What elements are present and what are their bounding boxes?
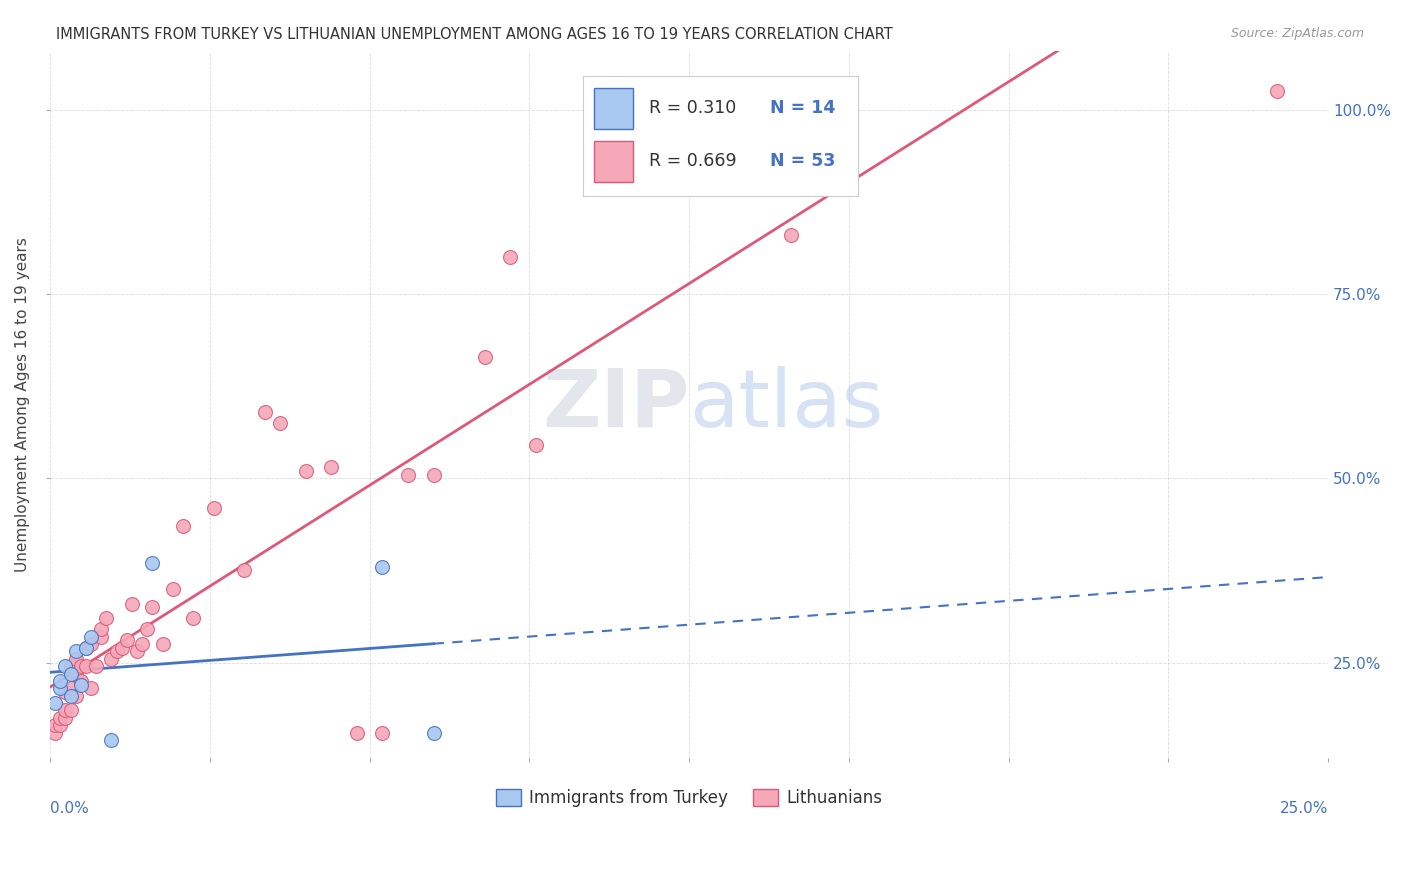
Point: [141, 556, 163, 570]
Point: [115, 633, 138, 648]
Point: [524, 438, 547, 452]
Point: [75, 640, 97, 655]
Text: 0.0%: 0.0%: [51, 801, 89, 816]
Point: [474, 350, 496, 364]
Text: N = 53: N = 53: [770, 153, 835, 170]
Point: [44, 718, 66, 732]
Point: [59, 681, 82, 696]
Point: [346, 725, 368, 739]
Legend: Immigrants from Turkey, Lithuanians: Immigrants from Turkey, Lithuanians: [489, 782, 889, 814]
Point: [100, 733, 122, 747]
Point: [55, 703, 77, 717]
Point: [111, 640, 134, 655]
Point: [75, 640, 97, 655]
Point: [80, 637, 103, 651]
Bar: [595, 87, 633, 128]
Point: [69, 673, 91, 688]
Point: [80, 630, 103, 644]
Point: [44, 725, 66, 739]
Text: Source: ZipAtlas.com: Source: ZipAtlas.com: [1230, 27, 1364, 40]
Point: [59, 659, 82, 673]
Point: [59, 703, 82, 717]
Point: [80, 681, 103, 696]
Text: ZIP: ZIP: [541, 366, 689, 443]
Text: N = 14: N = 14: [770, 99, 835, 118]
Point: [100, 652, 122, 666]
Point: [396, 467, 419, 482]
Point: [49, 681, 72, 696]
Text: 25.0%: 25.0%: [1279, 801, 1329, 816]
Point: [202, 500, 225, 515]
Point: [65, 644, 87, 658]
Point: [69, 659, 91, 673]
Point: [152, 637, 174, 651]
Point: [90, 623, 112, 637]
Point: [90, 630, 112, 644]
Point: [233, 563, 256, 577]
Point: [65, 666, 87, 681]
Point: [131, 637, 153, 651]
Point: [96, 611, 118, 625]
Point: [371, 725, 394, 739]
Point: [55, 711, 77, 725]
Point: [703, 84, 725, 98]
Point: [69, 678, 91, 692]
Text: R = 0.669: R = 0.669: [650, 153, 737, 170]
Point: [499, 250, 522, 264]
Point: [125, 644, 148, 658]
Point: [105, 644, 128, 658]
Point: [44, 696, 66, 710]
Point: [422, 467, 444, 482]
Point: [49, 711, 72, 725]
Text: atlas: atlas: [689, 366, 883, 443]
Point: [371, 559, 394, 574]
Point: [253, 405, 276, 419]
Text: IMMIGRANTS FROM TURKEY VS LITHUANIAN UNEMPLOYMENT AMONG AGES 16 TO 19 YEARS CORR: IMMIGRANTS FROM TURKEY VS LITHUANIAN UNE…: [56, 27, 893, 42]
Point: [49, 673, 72, 688]
Point: [55, 659, 77, 673]
Point: [75, 659, 97, 673]
Point: [294, 464, 316, 478]
Point: [65, 652, 87, 666]
Point: [55, 685, 77, 699]
Point: [65, 689, 87, 703]
Point: [269, 416, 291, 430]
Y-axis label: Unemployment Among Ages 16 to 19 years: Unemployment Among Ages 16 to 19 years: [15, 237, 30, 572]
Point: [49, 718, 72, 732]
Bar: [595, 141, 633, 182]
Point: [84, 659, 107, 673]
Point: [172, 519, 194, 533]
Text: R = 0.310: R = 0.310: [650, 99, 737, 118]
Point: [59, 689, 82, 703]
Point: [59, 666, 82, 681]
Point: [121, 597, 143, 611]
Point: [627, 84, 650, 98]
Point: [321, 460, 343, 475]
Point: [422, 725, 444, 739]
Point: [136, 623, 159, 637]
Point: [181, 611, 204, 625]
Point: [141, 600, 163, 615]
Point: [780, 227, 803, 242]
Point: [162, 582, 184, 596]
Point: [1265, 84, 1288, 98]
